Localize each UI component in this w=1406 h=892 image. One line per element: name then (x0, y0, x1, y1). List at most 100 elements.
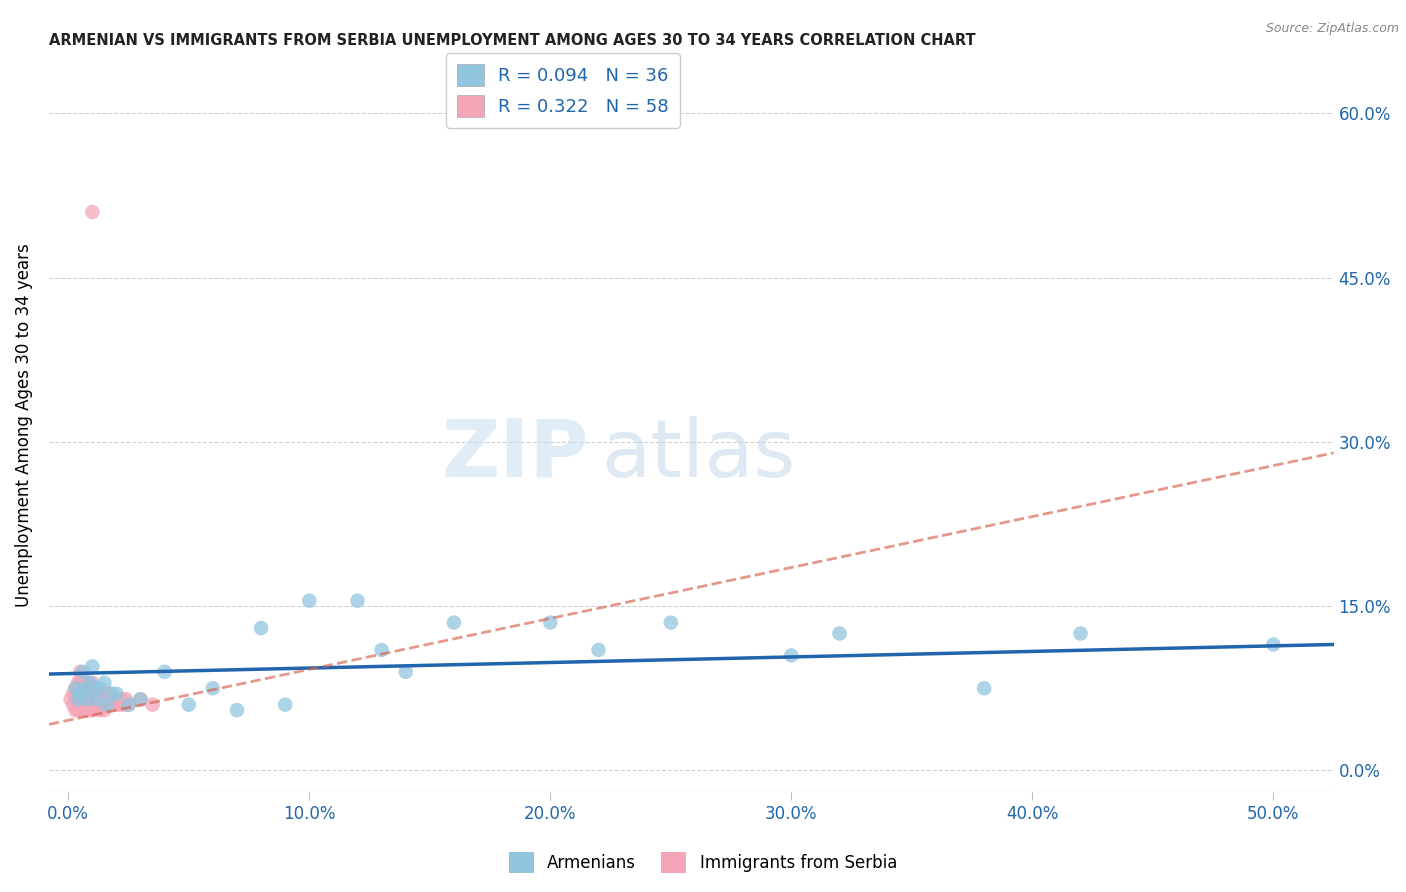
Point (129, 692, 152, 706)
Point (69, 665, 91, 679)
Point (112, 698, 135, 712)
Point (1263, 638, 1285, 652)
Point (91, 687, 114, 701)
Point (89, 692, 111, 706)
Point (89, 681, 111, 696)
Point (96, 698, 118, 712)
Point (72, 692, 94, 706)
Point (117, 698, 139, 712)
Point (973, 681, 995, 696)
Point (62, 698, 84, 712)
Point (298, 593, 321, 607)
Point (100, 698, 122, 712)
Point (75, 681, 97, 696)
Point (79, 703, 101, 717)
Point (69, 698, 91, 712)
Point (98, 687, 121, 701)
Point (89, 703, 111, 717)
Point (86, 687, 108, 701)
Point (65, 681, 87, 696)
Text: ZIP: ZIP (441, 416, 589, 494)
Point (98, 698, 121, 712)
Point (226, 703, 249, 717)
Point (69, 687, 91, 701)
Point (72, 675, 94, 690)
Point (82, 675, 104, 690)
Point (1070, 626, 1092, 640)
Point (115, 692, 138, 706)
Point (82, 687, 104, 701)
Text: atlas: atlas (602, 416, 796, 494)
Point (110, 692, 132, 706)
Point (780, 648, 803, 663)
Point (79, 692, 101, 706)
Point (69, 687, 91, 701)
Legend: R = 0.094   N = 36, R = 0.322   N = 58: R = 0.094 N = 36, R = 0.322 N = 58 (446, 54, 679, 128)
Text: Source: ZipAtlas.com: Source: ZipAtlas.com (1265, 22, 1399, 36)
Point (83, 681, 105, 696)
Point (103, 698, 125, 712)
Point (82, 205, 104, 219)
Point (177, 698, 200, 712)
Point (538, 615, 561, 630)
Point (274, 698, 297, 712)
Point (105, 692, 128, 706)
Point (93, 703, 115, 717)
Point (66, 675, 89, 690)
Point (82, 703, 104, 717)
Point (395, 665, 418, 679)
Point (65, 703, 87, 717)
Point (108, 698, 131, 712)
Point (72, 703, 94, 717)
Point (250, 621, 273, 635)
Point (129, 692, 152, 706)
Point (346, 593, 368, 607)
Point (69, 703, 91, 717)
Point (66, 703, 89, 717)
Point (75, 692, 97, 706)
Point (93, 675, 115, 690)
Point (76, 703, 98, 717)
Point (66, 687, 89, 701)
Point (82, 692, 104, 706)
Point (79, 675, 101, 690)
Point (117, 698, 139, 712)
Point (66, 692, 89, 706)
Point (91, 698, 114, 712)
Point (79, 681, 101, 696)
Point (443, 615, 465, 630)
Point (59, 692, 82, 706)
Point (588, 643, 610, 657)
Point (72, 665, 94, 679)
Point (76, 698, 98, 712)
Point (66, 692, 89, 706)
Point (105, 687, 128, 701)
Point (86, 692, 108, 706)
Point (83, 698, 105, 712)
Point (828, 626, 851, 640)
Point (69, 675, 91, 690)
Point (96, 687, 118, 701)
Point (93, 692, 115, 706)
Point (76, 692, 98, 706)
Y-axis label: Unemployment Among Ages 30 to 34 years: Unemployment Among Ages 30 to 34 years (15, 244, 32, 607)
Point (76, 675, 98, 690)
Point (82, 659, 104, 673)
Point (86, 698, 108, 712)
Point (201, 681, 224, 696)
Text: ARMENIAN VS IMMIGRANTS FROM SERBIA UNEMPLOYMENT AMONG AGES 30 TO 34 YEARS CORREL: ARMENIAN VS IMMIGRANTS FROM SERBIA UNEMP… (49, 33, 976, 48)
Point (153, 665, 176, 679)
Point (75, 681, 97, 696)
Point (142, 698, 165, 712)
Point (65, 692, 87, 706)
Point (65, 681, 87, 696)
Point (83, 687, 105, 701)
Point (370, 643, 392, 657)
Point (96, 698, 118, 712)
Point (100, 687, 122, 701)
Point (659, 615, 682, 630)
Legend: Armenians, Immigrants from Serbia: Armenians, Immigrants from Serbia (502, 846, 904, 880)
Point (75, 703, 97, 717)
Point (62, 687, 84, 701)
Point (76, 687, 98, 701)
